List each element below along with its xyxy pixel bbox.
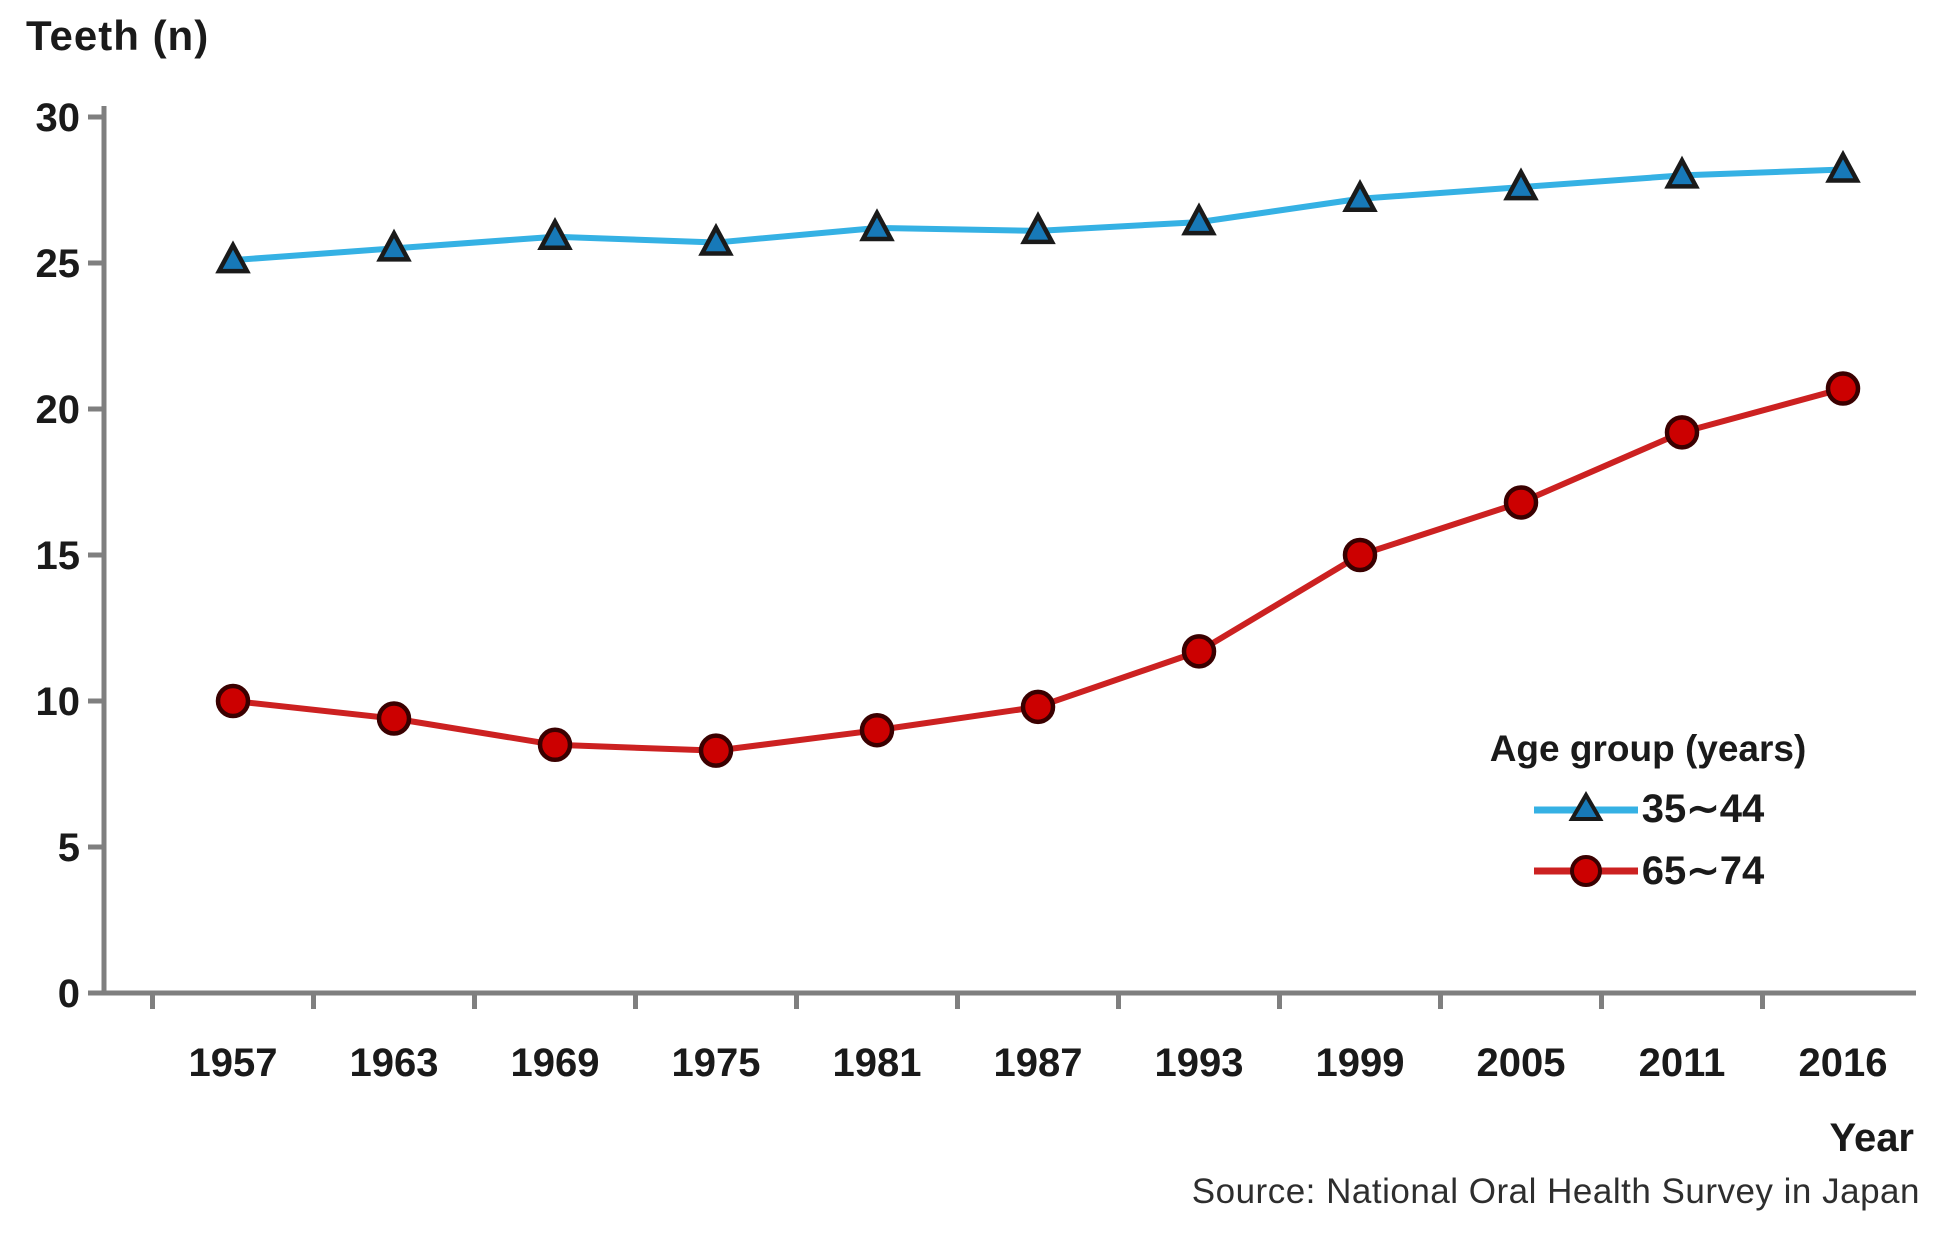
y-axis-title: Teeth (n): [26, 12, 210, 59]
legend-label: 35∼44: [1641, 787, 1765, 831]
data-point-triangle: [1342, 179, 1378, 213]
data-point-triangle: [1825, 149, 1861, 183]
data-point-circle: [1342, 537, 1378, 573]
data-point-circle: [698, 733, 734, 768]
x-tick-label: 1999: [1316, 1041, 1405, 1085]
data-point-triangle: [1020, 211, 1056, 245]
x-axis-title: Year: [1829, 1116, 1914, 1160]
x-tick-label: 1957: [189, 1041, 278, 1085]
legend: Age group (years) 35∼44 65∼74: [1478, 728, 1818, 894]
data-point-circle: [859, 712, 895, 748]
circle-series-legend-icon: [1533, 855, 1638, 887]
legend-item-35-44: 35∼44: [1532, 786, 1765, 832]
x-tick-label: 1975: [672, 1041, 761, 1085]
y-tick-label: 25: [36, 242, 81, 286]
y-tick-label: 5: [58, 826, 80, 870]
data-point-triangle: [1181, 202, 1217, 236]
y-tick-label: 10: [36, 680, 81, 724]
data-point-circle: [1825, 371, 1861, 406]
data-point-triangle: [859, 208, 895, 242]
data-point-triangle: [537, 216, 573, 250]
x-tick-label: 1963: [350, 1041, 439, 1085]
y-tick-label: 30: [36, 96, 81, 140]
data-point-circle: [1181, 634, 1217, 669]
x-tick-label: 2005: [1477, 1041, 1566, 1085]
data-point-triangle: [1664, 155, 1700, 189]
source-note: Source: National Oral Health Survey in J…: [1191, 1172, 1920, 1211]
y-tick-label: 20: [36, 388, 81, 432]
data-point-triangle: [215, 240, 251, 274]
legend-label: 65∼74: [1641, 849, 1765, 893]
legend-title: Age group (years): [1489, 728, 1807, 769]
x-tick-label: 2011: [1639, 1041, 1726, 1085]
x-tick-label: 1993: [1155, 1041, 1244, 1085]
y-tick-label: 0: [58, 972, 80, 1016]
triangle-series-legend-icon: [1533, 791, 1638, 821]
data-point-circle: [215, 683, 251, 719]
x-tick-label: 2016: [1799, 1041, 1888, 1085]
data-point-circle: [537, 727, 573, 763]
x-tick-label: 1969: [511, 1041, 600, 1085]
data-point-triangle: [1503, 167, 1539, 201]
data-point-triangle: [698, 222, 734, 256]
data-point-circle: [1503, 485, 1539, 520]
x-tick-label: 1987: [994, 1041, 1083, 1085]
data-point-circle: [1020, 689, 1056, 725]
y-tick-label: 15: [36, 534, 81, 578]
data-point-circle: [376, 701, 412, 736]
data-point-circle: [1664, 415, 1700, 450]
x-tick-label: 1981: [833, 1041, 922, 1085]
legend-item-65-74: 65∼74: [1532, 848, 1765, 894]
data-point-triangle: [376, 228, 412, 262]
